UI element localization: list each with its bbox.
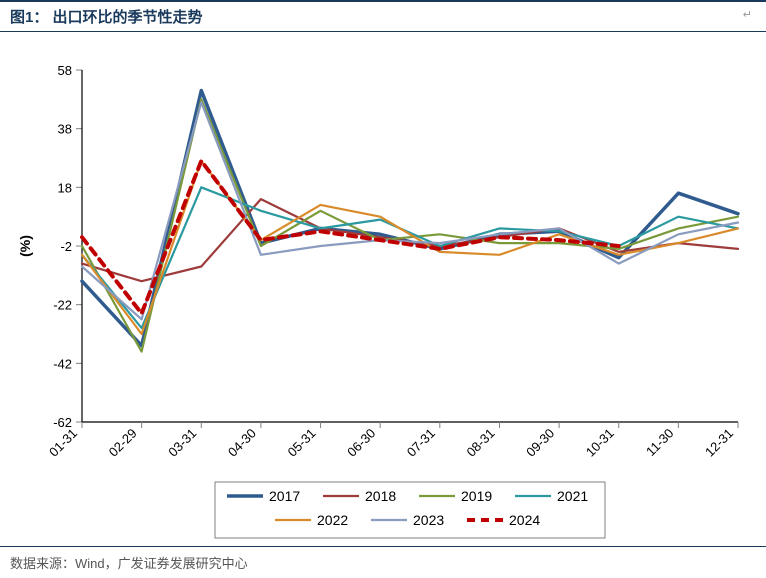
svg-text:06-30: 06-30 <box>344 426 378 460</box>
svg-text:04-30: 04-30 <box>225 426 259 460</box>
svg-text:2024: 2024 <box>509 512 540 528</box>
figure-header: 图1： 出口环比的季节性走势 ↵ <box>0 0 766 32</box>
svg-text:2019: 2019 <box>461 488 492 504</box>
svg-text:(%): (%) <box>17 235 33 257</box>
svg-text:2017: 2017 <box>269 488 300 504</box>
svg-text:09-30: 09-30 <box>523 426 557 460</box>
svg-text:03-31: 03-31 <box>165 426 199 460</box>
figure-title-prefix: 图1： <box>10 9 48 26</box>
svg-text:07-31: 07-31 <box>404 426 438 460</box>
svg-text:-22: -22 <box>53 298 72 313</box>
data-source: 数据来源：Wind，广发证券发展研究中心 <box>0 547 766 578</box>
return-mark-icon: ↵ <box>743 8 752 21</box>
svg-text:38: 38 <box>58 122 72 137</box>
svg-text:10-31: 10-31 <box>583 426 617 460</box>
svg-text:02-29: 02-29 <box>106 426 140 460</box>
svg-text:2018: 2018 <box>365 488 396 504</box>
svg-text:01-31: 01-31 <box>46 426 80 460</box>
svg-text:58: 58 <box>58 63 72 78</box>
line-chart: -62-42-22-218385801-3102-2903-3104-3005-… <box>0 42 766 542</box>
svg-text:-2: -2 <box>60 239 72 254</box>
svg-text:12-31: 12-31 <box>702 426 736 460</box>
figure-title: 图1： 出口环比的季节性走势 <box>10 6 203 27</box>
svg-text:11-30: 11-30 <box>643 426 676 459</box>
svg-text:05-31: 05-31 <box>285 426 319 460</box>
svg-text:-42: -42 <box>53 356 72 371</box>
svg-text:2023: 2023 <box>413 512 444 528</box>
svg-text:18: 18 <box>58 180 72 195</box>
svg-text:2021: 2021 <box>557 488 588 504</box>
chart-container: -62-42-22-218385801-3102-2903-3104-3005-… <box>0 32 766 542</box>
figure-title-text: 出口环比的季节性走势 <box>53 9 203 26</box>
svg-text:2022: 2022 <box>317 512 348 528</box>
svg-text:08-31: 08-31 <box>463 426 497 460</box>
